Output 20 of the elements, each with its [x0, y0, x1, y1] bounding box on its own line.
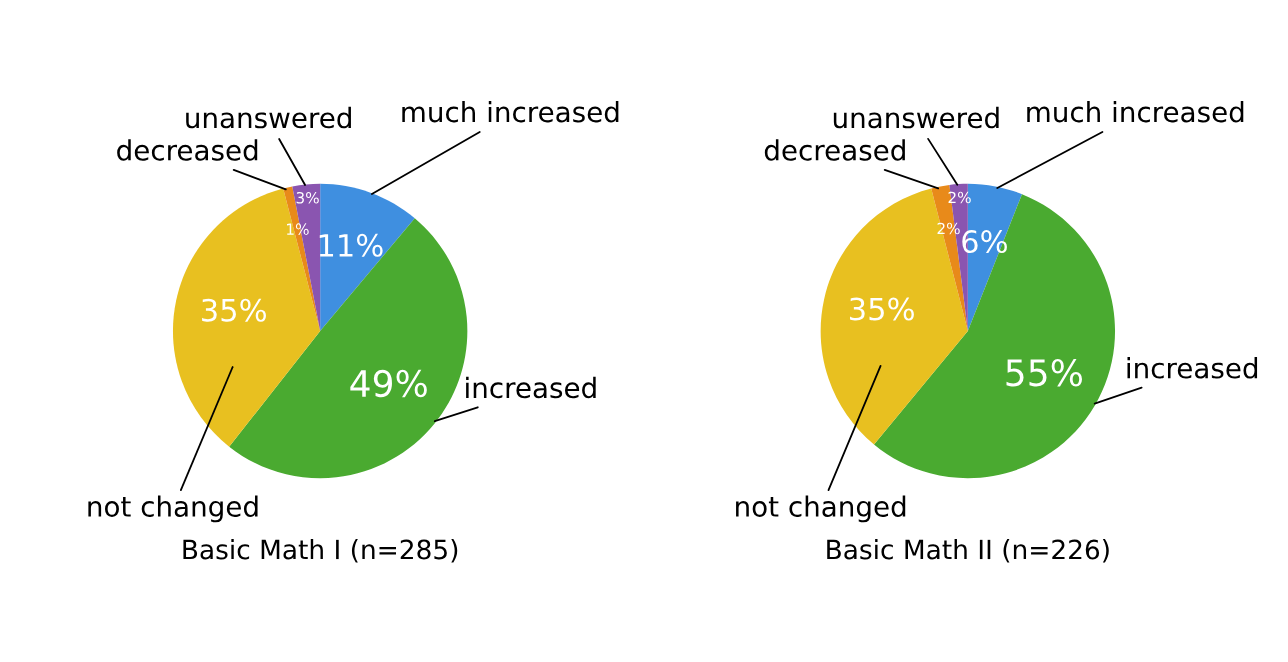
data-label: 35% — [850, 297, 914, 321]
data-label: 11% — [319, 233, 383, 257]
text: Basic Math I (n=285) — [183, 539, 458, 563]
data-label: 3% — [296, 192, 319, 204]
slice-label: unanswered — [833, 106, 999, 129]
slice-label: not changed — [736, 495, 906, 523]
slice-label: not changed — [88, 495, 258, 523]
slice-label: much increased — [402, 100, 619, 123]
slice-label: much increased — [1027, 100, 1244, 123]
data-label: 55% — [1006, 359, 1082, 387]
text: Basic Math II (n=226) — [827, 539, 1109, 563]
slice-label: unanswered — [186, 106, 351, 129]
pie-slice — [172, 188, 321, 447]
data-label: 49% — [350, 369, 427, 398]
data-label: 35% — [202, 298, 266, 322]
slice-label: decreased — [117, 139, 258, 161]
slice-label: increased — [466, 376, 596, 399]
pie-slice — [320, 183, 415, 331]
slice-label: decreased — [764, 139, 905, 161]
slice-label: increased — [1127, 357, 1258, 379]
